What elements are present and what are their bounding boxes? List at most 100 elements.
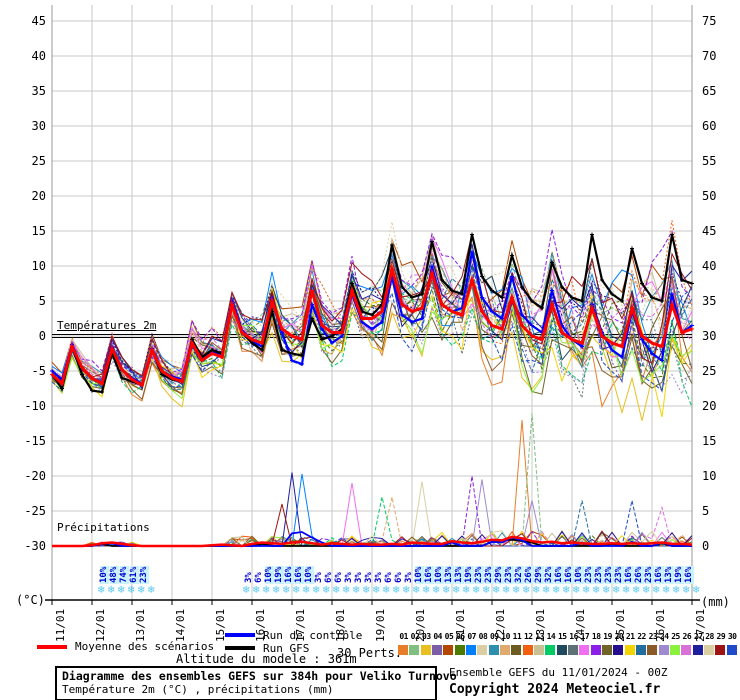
- y-axis-tick-right: 55: [702, 154, 717, 168]
- x-axis-date-label: 13/01: [134, 608, 147, 642]
- pert-color-swatch: [465, 645, 476, 655]
- pert-number: 10: [501, 632, 510, 641]
- pert-number: 16: [569, 632, 578, 641]
- pert-color-swatch: [499, 645, 510, 655]
- snowflake-icon: ❄: [137, 585, 146, 596]
- snow-probability-label: 74%: [119, 565, 129, 584]
- plot-canvas: [45, 5, 700, 605]
- y-axis-tick-left: -25: [24, 504, 46, 518]
- snowflake-icon: ❄: [602, 585, 611, 596]
- snowflake-icon: ❄: [462, 585, 471, 596]
- control-line-swatch: [225, 633, 255, 637]
- snow-probability-label: 16%: [554, 565, 564, 584]
- pert-number: 01: [399, 632, 408, 641]
- snowflake-icon: ❄: [592, 585, 601, 596]
- ensemble-member-precip-line: [52, 500, 693, 547]
- snow-probability-label: 26%: [524, 565, 534, 584]
- gfs-line-label: Run GFS: [263, 642, 310, 655]
- pert-number: 22: [637, 632, 646, 641]
- y-axis-unit-right: (mm): [701, 595, 730, 609]
- snowflake-icon: ❄: [632, 585, 641, 596]
- y-axis-tick-right: 35: [702, 294, 717, 308]
- snowflake-icon: ❄: [402, 585, 411, 596]
- y-axis-tick-right: 40: [702, 259, 717, 273]
- y-axis-tick-right: 65: [702, 84, 717, 98]
- snowflake-icon: ❄: [422, 585, 431, 596]
- y-axis-tick-left: -15: [24, 434, 46, 448]
- snow-probability-label: 10%: [304, 565, 314, 584]
- pert-number: 25: [671, 632, 680, 641]
- snow-probability-label: 16%: [654, 565, 664, 584]
- pert-color-swatch: [647, 645, 658, 655]
- snowflake-icon: ❄: [652, 585, 661, 596]
- chart-subtitle: Température 2m (°C) , précipitations (mm…: [62, 683, 334, 696]
- y-axis-tick-right: 5: [702, 504, 710, 518]
- pert-number: 24: [659, 632, 669, 641]
- pert-number: 15: [557, 632, 567, 641]
- snow-probability-label: 23%: [644, 565, 654, 584]
- y-axis-tick-right: 20: [702, 399, 717, 413]
- snowflake-icon: ❄: [282, 585, 291, 596]
- snowflake-icon: ❄: [292, 585, 301, 596]
- snow-probability-label: 32%: [514, 565, 524, 584]
- pert-color-swatch: [715, 645, 726, 655]
- snowflake-icon: ❄: [272, 585, 281, 596]
- snowflake-icon: ❄: [127, 585, 136, 596]
- y-axis-tick-right: 15: [702, 434, 717, 448]
- snow-probability-label: 23%: [139, 565, 149, 584]
- snowflake-icon: ❄: [117, 585, 126, 596]
- snow-probability-label: 6%: [384, 572, 394, 583]
- y-axis-tick-left: -30: [24, 539, 46, 553]
- snowflake-icon: ❄: [302, 585, 311, 596]
- snowflake-icon: ❄: [562, 585, 571, 596]
- pert-color-swatch: [454, 645, 465, 655]
- snowflake-icon: ❄: [362, 585, 371, 596]
- snowflake-icon: ❄: [502, 585, 511, 596]
- pert-number: 29: [716, 632, 726, 641]
- pert-number: 03: [422, 632, 431, 641]
- model-altitude-label: Altitude du modele : 361m: [176, 652, 357, 666]
- snow-probability-label: 6%: [334, 572, 344, 583]
- mean-line-label: Moyenne des scénarios: [75, 640, 215, 653]
- run-info-label: Ensemble GEFS du 11/01/2024 - 00Z: [449, 666, 668, 679]
- snowflake-icon: ❄: [692, 585, 701, 596]
- pert-number: 27: [693, 632, 703, 641]
- snow-probability-label: 6%: [324, 572, 334, 583]
- y-axis-tick-right: 75: [702, 14, 717, 28]
- snowflake-icon: ❄: [412, 585, 421, 596]
- snowflake-icon: ❄: [342, 585, 351, 596]
- snowflake-icon: ❄: [97, 585, 106, 596]
- pert-number: 26: [682, 632, 692, 641]
- ensemble-member-temp-line: [51, 273, 693, 408]
- perturbation-numbers-row: 01 02 03 04 05 06 07 08 09 10 11 12 13 14 15 16 17 18 19 20…: [398, 632, 740, 641]
- pert-number: 08: [478, 632, 488, 641]
- snow-probability-label: 16%: [564, 565, 574, 584]
- x-axis-date-label: 19/01: [374, 608, 387, 642]
- y-axis-tick-right: 10: [702, 469, 717, 483]
- snowflake-icon: ❄: [442, 585, 451, 596]
- x-axis-date-label: 14/01: [174, 608, 187, 642]
- y-axis-tick-right: 60: [702, 119, 717, 133]
- pert-number: 02: [410, 632, 420, 641]
- y-axis-tick-left: 15: [31, 224, 46, 238]
- ensemble-member-temp-line: [51, 255, 693, 400]
- snow-probability-label: 29%: [534, 565, 544, 584]
- y-axis-tick-left: -5: [31, 364, 46, 378]
- snow-probability-label: 6%: [254, 572, 264, 583]
- pert-color-swatch: [443, 645, 454, 655]
- snowflake-icon: ❄: [352, 585, 361, 596]
- y-axis-unit-left: (°C): [16, 593, 45, 607]
- precipitation-annotation: Précipitations: [57, 521, 150, 534]
- snowflake-icon: ❄: [522, 585, 531, 596]
- pert-number: 05: [444, 632, 454, 641]
- y-axis-tick-left: -20: [24, 469, 46, 483]
- pert-color-swatch: [703, 645, 714, 655]
- snow-probability-label: 3%: [344, 572, 354, 583]
- mean-precip-line: [52, 535, 693, 548]
- snow-probability-label: 48%: [109, 565, 119, 584]
- mean-line-swatch: [37, 645, 67, 649]
- pert-color-swatch: [681, 645, 692, 655]
- y-axis-tick-left: 40: [31, 49, 46, 63]
- snowflake-icon: ❄: [262, 585, 271, 596]
